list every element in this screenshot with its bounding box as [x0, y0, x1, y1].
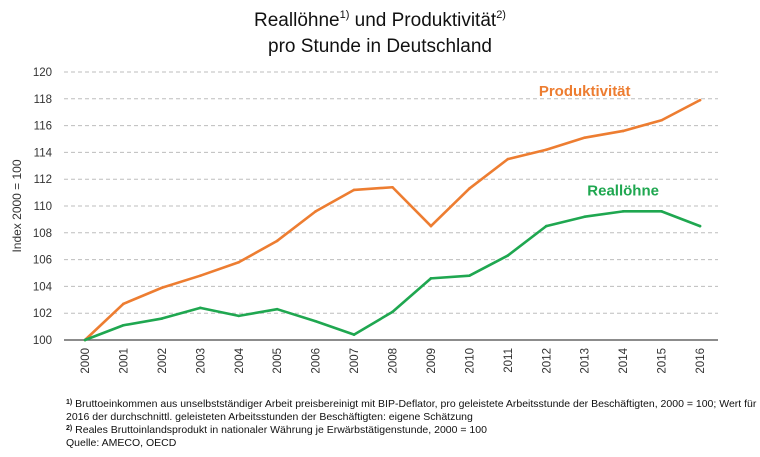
footnote-1-line-2: 2016 der durchschnittl. geleisteten Arbe…	[66, 411, 473, 423]
data-point	[429, 224, 433, 228]
footnotes: 1) Bruttoeinkommen aus unselbstständiger…	[66, 398, 757, 450]
series-labels: Produktivität Reallöhne	[539, 83, 659, 199]
data-point	[275, 307, 279, 311]
data-point	[621, 129, 625, 133]
x-tick-label: 2003	[195, 348, 207, 374]
footnote-ref-2: 2)	[496, 9, 506, 21]
footnote-1-line-1: 1) Bruttoeinkommen aus unselbstständiger…	[66, 398, 757, 410]
chart-title-line1: Reallöhne1) und Produktivität2)	[254, 9, 506, 32]
data-point	[583, 215, 586, 219]
data-point	[468, 187, 471, 190]
x-tick-label: 2015	[657, 348, 669, 374]
x-tick-label: 2016	[695, 348, 707, 374]
series-lines	[83, 98, 702, 342]
data-point	[429, 277, 433, 280]
x-tick-label: 2008	[388, 348, 400, 374]
series-label: Reallöhne	[587, 182, 659, 199]
y-tick-label: 116	[34, 121, 52, 133]
data-point	[660, 210, 663, 213]
data-point	[314, 210, 317, 213]
y-tick-label: 120	[33, 67, 52, 79]
x-tick-label: 2004	[234, 347, 246, 373]
data-point	[237, 260, 241, 264]
series-line-produktivitt	[83, 98, 702, 342]
y-tick-label: 114	[34, 147, 53, 159]
data-point	[160, 317, 164, 320]
data-point	[544, 224, 548, 228]
x-tick-label: 2006	[311, 348, 323, 374]
x-tick-label: 2013	[580, 348, 592, 374]
y-tick-label: 108	[33, 228, 52, 240]
x-tick-label: 2007	[349, 348, 361, 374]
data-point	[391, 185, 394, 189]
chart-title-line2: pro Stunde in Deutschland	[268, 36, 492, 57]
y-tick-label: 104	[33, 281, 53, 293]
gridlines	[64, 71, 718, 314]
x-tick-label: 2009	[426, 348, 438, 374]
data-point	[660, 118, 663, 122]
data-point	[314, 319, 317, 323]
x-tick-label: 2000	[80, 348, 92, 374]
footnote-2: 2) Reales Bruttoinlandsprodukt in nation…	[66, 424, 487, 436]
data-point	[468, 274, 471, 277]
y-tick-label: 110	[34, 201, 52, 213]
data-point	[199, 306, 202, 310]
x-tick-label: 2002	[157, 348, 169, 374]
y-axis-label: Index 2000 = 100	[10, 159, 24, 252]
y-axis-ticks: 100 102 104 106 108 110 112 114 116 118 120	[33, 67, 53, 347]
data-point	[352, 188, 356, 192]
y-tick-label: 118	[34, 94, 52, 106]
x-axis-ticks: 2000 2001 2002 2003 2004 2005 2006 2007 2008 2009…	[80, 347, 707, 373]
data-point	[83, 338, 87, 342]
data-point	[506, 254, 510, 257]
data-point	[199, 274, 202, 277]
series-label: Produktivität	[539, 83, 631, 100]
x-tick-label: 2011	[503, 348, 515, 373]
x-tick-label: 2012	[541, 348, 553, 374]
y-tick-label: 106	[33, 255, 52, 267]
data-point	[160, 286, 164, 290]
data-point	[506, 157, 510, 161]
data-point	[544, 148, 548, 152]
data-point	[122, 302, 125, 306]
data-point	[621, 210, 625, 213]
x-tick-label: 2014	[618, 347, 630, 373]
x-tick-label: 2005	[272, 348, 284, 374]
data-point	[698, 98, 702, 102]
data-point	[698, 224, 702, 228]
data-point	[583, 136, 586, 139]
chart-title: Reallöhne1) und Produktivität2) pro Stun…	[0, 8, 760, 60]
y-tick-label: 112	[34, 174, 52, 186]
series-line-reallhne	[83, 210, 702, 342]
data-point	[275, 239, 279, 243]
y-tick-label: 100	[33, 335, 52, 347]
y-tick-label: 102	[33, 308, 52, 320]
x-tick-label: 2010	[464, 348, 476, 374]
x-tick-label: 2001	[118, 348, 130, 374]
data-point	[122, 323, 125, 327]
data-point	[391, 310, 394, 314]
source-note: Quelle: AMECO, OECD	[66, 437, 177, 449]
data-point	[237, 314, 241, 318]
footnote-ref-1: 1)	[339, 9, 350, 21]
data-point	[352, 333, 356, 336]
